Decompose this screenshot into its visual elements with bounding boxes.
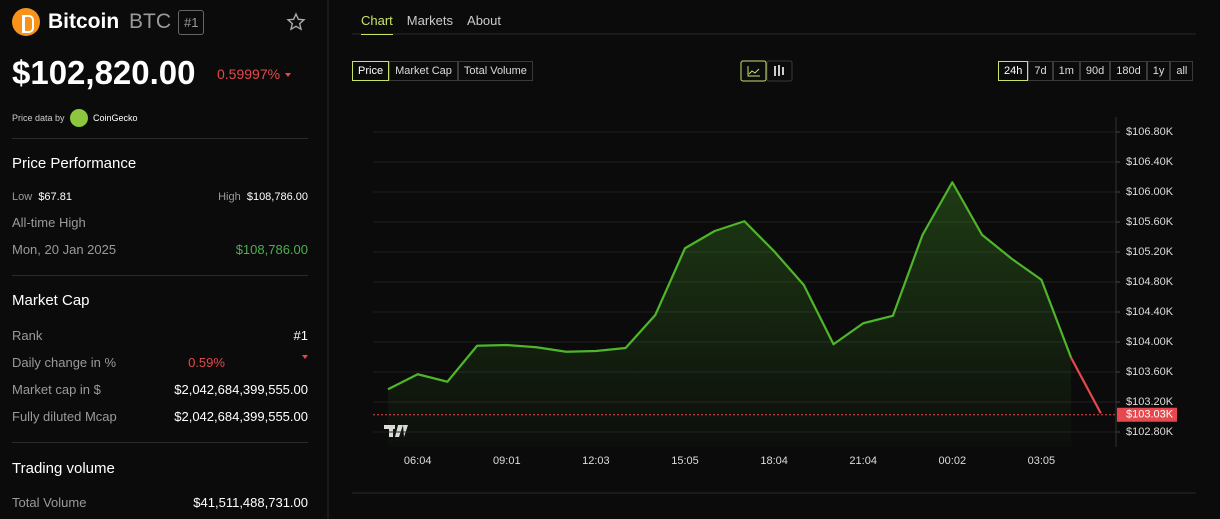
row-value: $2,042,684,399,555.00 <box>174 409 308 424</box>
high-label: High <box>218 191 241 203</box>
tab[interactable]: Chart <box>361 13 393 35</box>
y-tick-label: $103.60K <box>1126 366 1174 378</box>
chart-type-buttons[interactable] <box>740 60 793 82</box>
coin-icon <box>12 8 40 36</box>
current-price-label: $103.03K <box>1126 409 1174 421</box>
info-row: Market cap in $ $2,042,684,399,555.00 <box>12 382 308 397</box>
x-tick-label: 06:04 <box>404 455 432 467</box>
row-value: 0.59% <box>188 355 225 370</box>
info-row: Rank #1 <box>12 328 308 343</box>
x-tick-label: 00:02 <box>939 455 967 467</box>
y-tick-label: $106.00K <box>1126 186 1174 198</box>
range-button[interactable]: 180d <box>1110 61 1147 81</box>
coin-symbol: BTC <box>129 10 171 33</box>
row-label: Rank <box>12 328 43 343</box>
y-tick-label: $105.60K <box>1126 216 1174 228</box>
ath-date: Mon, 20 Jan 2025 <box>12 242 117 257</box>
range-button[interactable]: 90d <box>1079 61 1111 81</box>
row-value: $2,042,684,399,555.00 <box>174 382 308 397</box>
row-value: #1 <box>293 328 308 343</box>
y-tick-label: $104.00K <box>1126 336 1174 348</box>
price-change: 0.59997% <box>217 66 292 82</box>
x-tick-label: 15:05 <box>671 455 699 467</box>
metric-buttons: Price Market Cap Total Volume <box>352 61 533 81</box>
range-buttons: 24h 7d 1m 90d 180d 1y all <box>998 61 1194 81</box>
price-line-latest <box>1070 357 1102 414</box>
low-high-row: Low $67.81 High $108,786.00 <box>12 191 308 203</box>
low-value: $67.81 <box>38 191 72 203</box>
y-tick-label: $106.40K <box>1126 156 1174 168</box>
current-price: $102,820.00 <box>12 54 196 91</box>
y-tick-label: $102.80K <box>1126 426 1174 438</box>
price-line <box>387 181 1073 391</box>
row-label: Market cap in $ <box>12 382 101 397</box>
y-tick-label: $105.20K <box>1126 246 1174 258</box>
coin-name: Bitcoin <box>48 10 120 33</box>
info-row: Fully diluted Mcap $2,042,684,399,555.00 <box>12 409 308 424</box>
separator <box>12 442 308 443</box>
down-arrow <box>285 73 292 78</box>
range-button[interactable]: 24h <box>998 61 1029 81</box>
rank-badge: #1 <box>178 10 205 35</box>
x-tick-label: 03:05 <box>1028 455 1056 467</box>
info-row: Total Volume $41,511,488,731.00 <box>12 495 308 510</box>
ath-label: All-time High <box>12 215 86 230</box>
high-value: $108,786.00 <box>246 191 308 203</box>
range-button[interactable]: 7d <box>1028 61 1053 81</box>
price-area <box>388 182 1072 447</box>
current-price-tag <box>1117 407 1177 422</box>
coingecko-logo <box>70 109 88 127</box>
x-tick-label: 12:03 <box>582 455 610 467</box>
ath-row: Mon, 20 Jan 2025 $108,786.00 <box>12 242 308 257</box>
x-tick-label: 21:04 <box>849 455 877 467</box>
tabs: Chart Markets About <box>361 13 501 35</box>
y-tick-label: $104.80K <box>1126 276 1174 288</box>
y-tick-label: $103.20K <box>1126 396 1174 408</box>
section-title: Trading volume <box>12 460 115 477</box>
metric-button[interactable]: Market Cap <box>389 61 458 81</box>
price-change-value: 0.59997% <box>217 66 281 82</box>
range-button[interactable]: all <box>1170 61 1194 81</box>
row-value: $41,511,488,731.00 <box>193 495 308 510</box>
down-arrow <box>302 355 308 359</box>
row-label: Fully diluted Mcap <box>12 409 117 424</box>
tab[interactable]: About <box>467 13 502 28</box>
separator <box>12 275 308 276</box>
range-button[interactable]: 1m <box>1052 61 1080 81</box>
metric-button[interactable]: Price <box>352 61 390 81</box>
range-button[interactable]: 1y <box>1146 61 1171 81</box>
section-title: Market Cap <box>12 292 90 309</box>
low-label: Low <box>12 191 33 203</box>
metric-button[interactable]: Total Volume <box>457 61 533 81</box>
info-row: Daily change in % 0.59% <box>12 355 308 370</box>
tab[interactable]: Markets <box>406 13 454 28</box>
ath-value: $108,786.00 <box>235 242 308 257</box>
row-label: Total Volume <box>12 495 87 510</box>
source-provider: CoinGecko <box>93 113 138 123</box>
x-tick-label: 18:04 <box>760 455 788 467</box>
y-tick-label: $106.80K <box>1126 126 1174 138</box>
section-title: Price Performance <box>12 155 137 172</box>
y-tick-label: $104.40K <box>1126 306 1174 318</box>
row-label: Daily change in % <box>12 355 117 370</box>
separator <box>12 138 308 139</box>
favorite-star[interactable] <box>286 12 306 32</box>
source-label: Price data by <box>12 113 65 123</box>
x-tick-label: 09:01 <box>493 455 521 467</box>
